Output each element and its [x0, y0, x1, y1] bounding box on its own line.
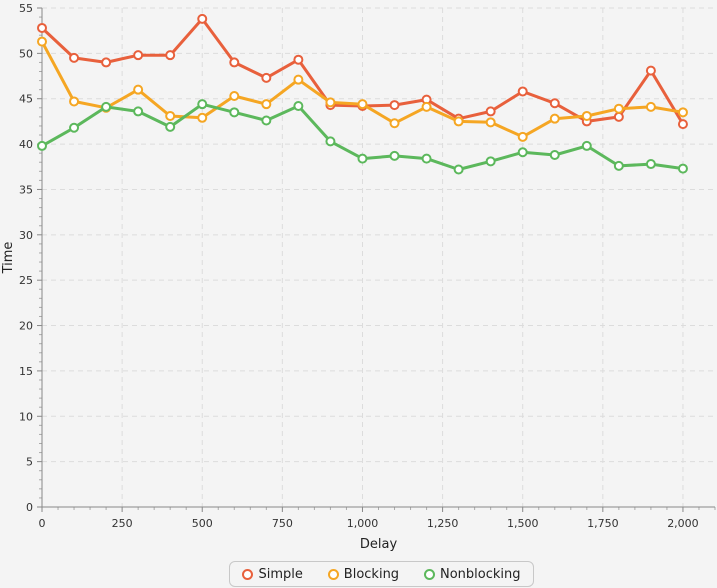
- data-point-nonblocking[interactable]: [677, 163, 688, 174]
- x-tick-label: 2,000: [667, 517, 699, 530]
- y-tick-label: 25: [19, 274, 33, 287]
- data-point-simple[interactable]: [677, 119, 688, 130]
- y-tick-label: 55: [19, 2, 33, 15]
- x-axis-title: Delay: [360, 537, 398, 552]
- x-tick-label: 1,500: [507, 517, 539, 530]
- data-point-blocking[interactable]: [293, 74, 304, 85]
- data-point-nonblocking[interactable]: [517, 147, 528, 158]
- data-point-blocking[interactable]: [165, 110, 176, 121]
- y-tick-label: 40: [19, 138, 33, 151]
- data-point-simple[interactable]: [69, 52, 80, 63]
- x-tick-label: 1,250: [427, 517, 459, 530]
- data-point-nonblocking[interactable]: [261, 115, 272, 126]
- data-point-simple[interactable]: [197, 13, 208, 24]
- legend-label-nonblocking: Nonblocking: [440, 566, 521, 582]
- data-point-nonblocking[interactable]: [101, 101, 112, 112]
- data-point-nonblocking[interactable]: [485, 156, 496, 167]
- data-point-blocking[interactable]: [69, 96, 80, 107]
- data-point-simple[interactable]: [293, 54, 304, 65]
- data-point-nonblocking[interactable]: [453, 164, 464, 175]
- data-point-nonblocking[interactable]: [357, 153, 368, 164]
- legend-symbol-simple: [242, 568, 254, 580]
- legend-label-simple: Simple: [258, 566, 303, 582]
- data-point-simple[interactable]: [165, 50, 176, 61]
- data-point-blocking[interactable]: [37, 36, 47, 47]
- data-point-nonblocking[interactable]: [613, 160, 624, 171]
- y-tick-label: 50: [19, 47, 33, 60]
- x-tick-label: 1,000: [347, 517, 379, 530]
- legend-item-blocking[interactable]: Blocking: [327, 566, 400, 582]
- data-point-blocking[interactable]: [325, 97, 336, 108]
- data-point-simple[interactable]: [229, 57, 240, 68]
- x-tick-label: 0: [39, 517, 46, 530]
- legend-label-blocking: Blocking: [343, 566, 400, 582]
- legend-item-simple[interactable]: Simple: [242, 566, 303, 582]
- data-point-nonblocking[interactable]: [421, 153, 432, 164]
- legend-item-nonblocking[interactable]: Nonblocking: [424, 567, 521, 582]
- legend-symbol-blocking: [327, 568, 339, 580]
- data-point-simple[interactable]: [517, 86, 528, 97]
- data-point-blocking[interactable]: [133, 84, 144, 95]
- series-layer: [37, 13, 688, 175]
- data-point-blocking[interactable]: [261, 99, 272, 110]
- data-point-blocking[interactable]: [645, 101, 656, 112]
- data-point-nonblocking[interactable]: [293, 100, 304, 111]
- y-tick-label: 15: [19, 365, 33, 378]
- data-point-simple[interactable]: [133, 50, 144, 61]
- y-tick-label: 35: [19, 183, 33, 196]
- data-point-blocking[interactable]: [421, 101, 432, 112]
- data-point-blocking[interactable]: [549, 113, 560, 124]
- y-tick-label: 0: [26, 501, 33, 514]
- data-point-blocking[interactable]: [229, 91, 240, 102]
- data-point-nonblocking[interactable]: [133, 106, 144, 117]
- data-point-simple[interactable]: [37, 22, 47, 33]
- data-point-nonblocking[interactable]: [645, 159, 656, 170]
- y-tick-label: 10: [19, 410, 33, 423]
- data-point-simple[interactable]: [485, 106, 496, 117]
- data-point-nonblocking[interactable]: [325, 136, 336, 147]
- y-tick-label: 45: [19, 93, 33, 106]
- data-point-nonblocking[interactable]: [37, 140, 47, 151]
- data-point-blocking[interactable]: [357, 99, 368, 110]
- data-point-nonblocking[interactable]: [165, 121, 176, 132]
- data-point-blocking[interactable]: [677, 107, 688, 118]
- data-point-simple[interactable]: [389, 100, 400, 111]
- data-point-simple[interactable]: [261, 72, 272, 83]
- legend: Simple Blocking Nonblocking: [229, 561, 534, 587]
- data-point-simple[interactable]: [613, 111, 624, 122]
- data-point-blocking[interactable]: [485, 117, 496, 128]
- data-point-blocking[interactable]: [197, 112, 208, 123]
- data-point-nonblocking[interactable]: [549, 149, 560, 160]
- y-tick-label: 30: [19, 229, 33, 242]
- legend-symbol-nonblocking: [424, 568, 435, 580]
- y-axis-title: Time: [1, 242, 16, 275]
- data-point-blocking[interactable]: [453, 116, 464, 127]
- data-point-blocking[interactable]: [581, 110, 592, 121]
- data-point-nonblocking[interactable]: [389, 150, 400, 161]
- plot-area: [42, 8, 715, 507]
- axes: 0 5 10 15 20 25 30 35 40 45 50 55 0 250 500 750 1,000 1,2…: [19, 2, 716, 530]
- data-point-simple[interactable]: [101, 57, 112, 68]
- line-chart: 0 5 10 15 20 25 30 35 40 45 50 55 0 250 500 750 1,000 1,2…: [1, 2, 716, 552]
- series-nonblocking: [37, 99, 688, 175]
- data-point-blocking[interactable]: [389, 118, 400, 129]
- x-tick-label: 500: [192, 517, 213, 530]
- x-tick-label: 1,750: [587, 517, 619, 530]
- data-point-nonblocking[interactable]: [581, 140, 592, 151]
- y-tick-label: 20: [19, 320, 33, 333]
- data-point-blocking[interactable]: [613, 103, 624, 114]
- data-point-blocking[interactable]: [517, 131, 528, 142]
- data-point-nonblocking[interactable]: [197, 99, 208, 110]
- y-tick-label: 5: [26, 456, 33, 469]
- data-point-nonblocking[interactable]: [69, 122, 80, 133]
- data-point-simple[interactable]: [549, 98, 560, 109]
- data-point-simple[interactable]: [645, 65, 656, 76]
- x-tick-label: 250: [112, 517, 133, 530]
- data-point-nonblocking[interactable]: [229, 107, 240, 118]
- x-tick-label: 750: [272, 517, 293, 530]
